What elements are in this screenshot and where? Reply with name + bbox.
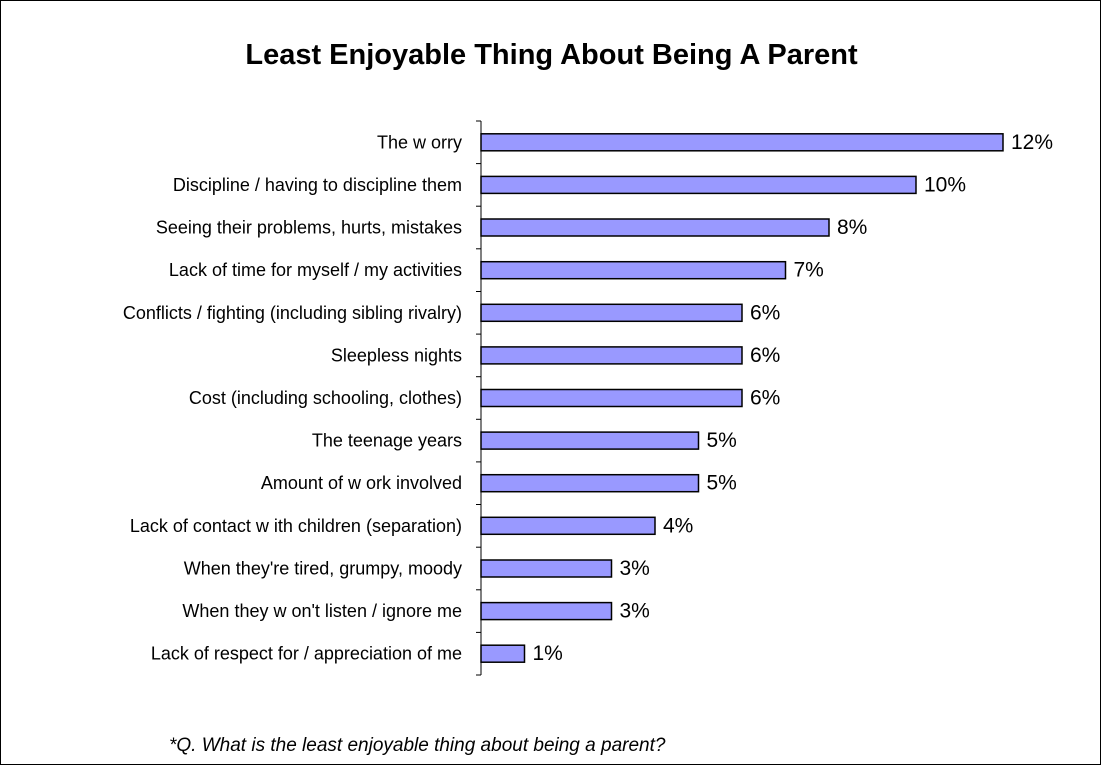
data-label: 1%: [533, 642, 563, 665]
data-label: 5%: [707, 429, 737, 452]
chart-title: Least Enjoyable Thing About Being A Pare…: [245, 39, 858, 71]
category-label: The teenage years: [312, 431, 462, 451]
data-label: 6%: [750, 387, 780, 410]
data-label: 8%: [837, 216, 867, 239]
chart-footnote: *Q. What is the least enjoyable thing ab…: [169, 735, 666, 756]
bar: [480, 559, 613, 578]
data-label: 12%: [1011, 131, 1053, 154]
bar: [480, 133, 1004, 152]
bar: [480, 431, 700, 450]
bar: [480, 388, 743, 408]
bar: [480, 346, 743, 365]
bar: [480, 303, 743, 323]
data-label: 3%: [620, 600, 650, 623]
category-label: Lack of respect for / appreciation of me: [151, 644, 462, 664]
category-label: When they're tired, grumpy, moody: [184, 559, 462, 579]
category-label: Sleepless nights: [331, 345, 462, 365]
category-label: Cost (including schooling, clothes): [189, 388, 462, 408]
bar: [480, 601, 613, 621]
category-label: Conflicts / fighting (including sibling …: [123, 303, 462, 323]
category-label: Amount of w ork involved: [261, 473, 462, 493]
bar: [480, 218, 830, 237]
category-label: Seeing their problems, hurts, mistakes: [156, 218, 462, 238]
bar: [480, 516, 656, 536]
data-label: 4%: [663, 514, 693, 537]
data-label: 5%: [707, 472, 737, 495]
bar: [480, 175, 917, 195]
data-label: 3%: [620, 557, 650, 580]
category-label: Lack of contact w ith children (separati…: [130, 516, 462, 536]
category-label: Lack of time for myself / my activities: [169, 260, 462, 280]
data-label: 6%: [750, 301, 780, 324]
category-label: When they w on't listen / ignore me: [182, 601, 462, 621]
category-label: The w orry: [377, 132, 462, 152]
bar: [480, 473, 700, 493]
data-label: 10%: [924, 173, 966, 196]
data-label: 6%: [750, 344, 780, 367]
bar: [480, 260, 787, 280]
data-label: 7%: [794, 259, 824, 282]
bar: [480, 644, 526, 663]
category-label: Discipline / having to discipline them: [173, 175, 462, 195]
